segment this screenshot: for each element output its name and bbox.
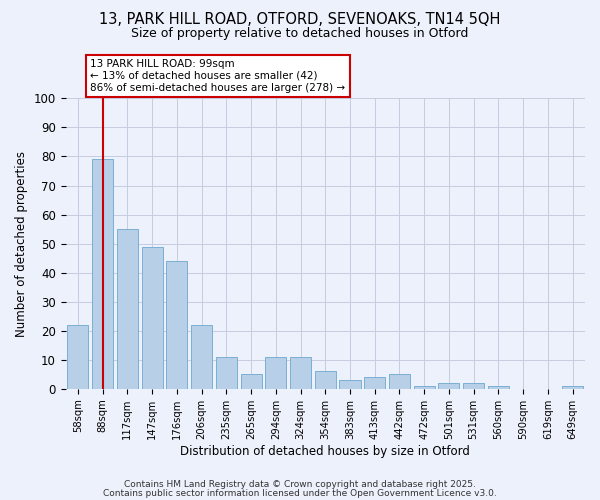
X-axis label: Distribution of detached houses by size in Otford: Distribution of detached houses by size … <box>181 444 470 458</box>
Bar <box>413 386 435 389</box>
Bar <box>562 386 583 389</box>
Bar <box>67 325 88 389</box>
Bar <box>290 357 311 389</box>
Bar <box>92 160 113 389</box>
Bar <box>488 386 509 389</box>
Bar <box>340 380 361 389</box>
Text: 13 PARK HILL ROAD: 99sqm
← 13% of detached houses are smaller (42)
86% of semi-d: 13 PARK HILL ROAD: 99sqm ← 13% of detach… <box>90 60 346 92</box>
Bar <box>463 383 484 389</box>
Text: 13, PARK HILL ROAD, OTFORD, SEVENOAKS, TN14 5QH: 13, PARK HILL ROAD, OTFORD, SEVENOAKS, T… <box>100 12 500 28</box>
Text: Contains HM Land Registry data © Crown copyright and database right 2025.: Contains HM Land Registry data © Crown c… <box>124 480 476 489</box>
Bar <box>142 246 163 389</box>
Bar <box>191 325 212 389</box>
Bar <box>166 261 187 389</box>
Bar <box>389 374 410 389</box>
Bar <box>216 357 237 389</box>
Bar <box>315 372 336 389</box>
Bar <box>265 357 286 389</box>
Text: Size of property relative to detached houses in Otford: Size of property relative to detached ho… <box>131 28 469 40</box>
Bar <box>241 374 262 389</box>
Text: Contains public sector information licensed under the Open Government Licence v3: Contains public sector information licen… <box>103 488 497 498</box>
Bar <box>117 229 138 389</box>
Y-axis label: Number of detached properties: Number of detached properties <box>15 150 28 336</box>
Bar <box>439 383 460 389</box>
Bar <box>364 377 385 389</box>
